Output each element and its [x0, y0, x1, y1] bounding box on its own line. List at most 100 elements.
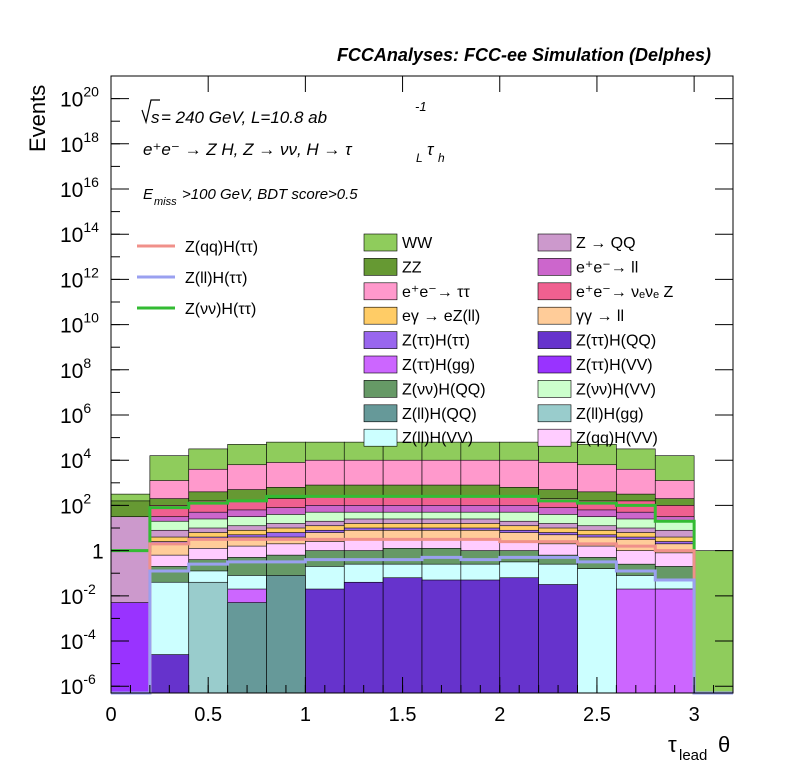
x-axis-title-sub: lead	[679, 747, 707, 764]
legend-fill-swatch	[537, 306, 572, 325]
y-tick-label: 1012	[60, 264, 99, 292]
legend-line-label: Z(ll)H(ττ)	[185, 270, 247, 287]
x-tick-label: 1	[300, 704, 311, 726]
x-tick-label: 0.5	[194, 704, 222, 726]
legend-fill-swatch	[537, 428, 572, 447]
y-tick-label: 106	[60, 400, 91, 428]
bar-z-h-qq-6	[343, 581, 384, 694]
energy-text: = 240 GeV, L=10.8 ab	[161, 108, 327, 127]
legend-fill-label: Z(νν)H(VV)	[576, 381, 656, 398]
bar-z-h-gg-14	[654, 588, 695, 694]
legend-fill-label: Z → QQ	[576, 235, 636, 252]
line-z-qq-h	[111, 537, 733, 695]
y-tick-label: 1018	[60, 129, 99, 157]
cut-sub: miss	[154, 196, 177, 208]
legend-fill-swatch	[363, 380, 398, 398]
y-tick-label: 1016	[60, 174, 99, 202]
legend-fill-label: eγ → eZ(ll)	[402, 308, 480, 325]
legend: Z(qq)H(ττ) Z(ll)H(ττ) Z(νν)H(ττ) WW Z → QQ ZZ…	[137, 233, 673, 447]
cut-annotation: E miss >100 GeV, BDT score>0.5	[143, 186, 358, 208]
legend-fill-swatch	[363, 282, 398, 301]
legend-fill-label: Z(ττ)H(gg)	[402, 357, 475, 374]
y-tick-label: 1	[92, 541, 104, 564]
line-z-ll-h	[111, 555, 733, 695]
legend-fill-label: Z(ll)H(QQ)	[402, 406, 477, 423]
bar-z-h-vv-0	[110, 602, 151, 694]
legend-fill-label: Z(qq)H(VV)	[576, 430, 658, 447]
x-tick-label: 3	[689, 704, 700, 726]
legend-fill-label: Z(ττ)H(VV)	[576, 357, 653, 374]
legend-fill-swatch	[363, 306, 398, 325]
axes: 0 0.5 1 1.5 2 2.5 310-610-410-2110210410610810…	[60, 76, 734, 726]
process-annotation: e⁺e⁻ → Z H, Z → νν, H → τ L τ h	[143, 140, 445, 165]
legend-fill-label: Z(ττ)H(ττ)	[402, 333, 470, 350]
y-axis-title: Events	[25, 85, 50, 152]
legend-fill-swatch	[537, 233, 572, 252]
legend-fill-label: Z(ll)H(gg)	[576, 406, 644, 423]
y-tick-label: 10-4	[60, 626, 96, 654]
legend-line-label: Z(νν)H(ττ)	[185, 301, 256, 318]
legend-fill-swatch	[537, 258, 572, 276]
x-tick-label: 0	[105, 704, 116, 726]
legend-fill-swatch	[363, 258, 398, 276]
signal-lines	[111, 494, 733, 695]
legend-line-label: Z(qq)H(ττ)	[185, 239, 258, 256]
bar-z-h-qq-1	[149, 654, 190, 694]
stack-z-h-qq	[149, 577, 578, 694]
bar-ww-15	[693, 550, 734, 694]
x-axis-title: τ lead θ	[668, 732, 730, 764]
bar-z-ll-h-vv-12	[577, 568, 617, 694]
legend-fill-label: γγ → ll	[576, 308, 624, 325]
x-axis-title-tau: τ	[668, 732, 677, 757]
x-tick-label: 2	[494, 704, 505, 726]
energy-annotation: s = 240 GeV, L=10.8 ab -1	[141, 99, 427, 127]
y-tick-label: 102	[60, 490, 91, 518]
bar-z-h-qq-10	[499, 577, 539, 694]
y-tick-label: 1020	[60, 84, 99, 112]
bar-z-ll-h-qq-3	[227, 602, 267, 694]
legend-fill-swatch	[363, 355, 398, 374]
legend-fill-label: e⁺e⁻→ ττ	[402, 284, 470, 301]
stack-z-ll-h-qq	[227, 575, 306, 694]
legend-fill-label: e⁺e⁻→ νₑνₑ Z	[576, 284, 673, 301]
y-tick-label: 1010	[60, 310, 99, 338]
legend-fill-swatch	[363, 404, 398, 423]
x-axis-title-theta: θ	[718, 732, 730, 757]
cut-e: E	[143, 186, 154, 203]
legend-fill-swatch	[537, 355, 572, 374]
process-sub-l: L	[416, 151, 423, 165]
bar-z-h-qq-7	[382, 577, 423, 694]
y-tick-label: 10-6	[60, 671, 96, 699]
process-text: e⁺e⁻ → Z H, Z → νν, H → τ	[143, 140, 353, 159]
legend-fill-label: ZZ	[402, 259, 422, 276]
legend-fill-swatch	[363, 233, 398, 252]
bar-z-ll-h-qq-4	[266, 575, 306, 694]
energy-s: s	[151, 108, 160, 127]
bar-z-h-qq-5	[305, 588, 345, 694]
y-tick-label: 10-2	[60, 581, 96, 609]
energy-exponent: -1	[415, 99, 427, 114]
bar-z-h-gg-13	[616, 588, 656, 694]
y-tick-label: 104	[60, 445, 91, 473]
line-z-h	[111, 494, 733, 695]
legend-fill-swatch	[537, 404, 572, 423]
legend-fill-label: e⁺e⁻→ ll	[576, 259, 638, 276]
bar-z-h-qq-9	[460, 579, 501, 694]
cut-text: >100 GeV, BDT score>0.5	[182, 186, 358, 203]
legend-fill-swatch	[363, 428, 398, 447]
process-sub-h: h	[438, 151, 445, 165]
legend-fill-label: Z(νν)H(QQ)	[402, 381, 486, 398]
stack-z-ll-h-gg	[188, 581, 228, 694]
y-tick-label: 1014	[60, 219, 99, 247]
bar-z-h-qq-8	[421, 579, 462, 694]
legend-fill-label: Z(ll)H(VV)	[402, 430, 473, 447]
bar-z-ll-h-gg-2	[188, 581, 228, 694]
legend-fill-label: WW	[402, 235, 433, 252]
legend-fill-swatch	[537, 380, 572, 398]
y-tick-label: 108	[60, 355, 91, 383]
legend-fill-label: Z(ττ)H(QQ)	[576, 333, 656, 350]
legend-fill-swatch	[537, 282, 572, 301]
stacked-histogram	[110, 441, 734, 694]
x-tick-label: 1.5	[389, 704, 417, 726]
